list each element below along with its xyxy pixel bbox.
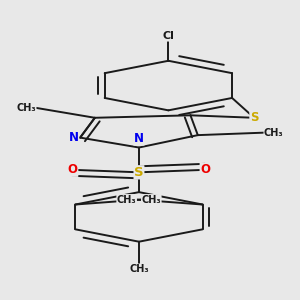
Text: CH₃: CH₃ (16, 103, 36, 113)
Text: S: S (134, 166, 144, 179)
Text: Cl: Cl (162, 31, 174, 41)
Text: CH₃: CH₃ (129, 264, 149, 274)
Text: S: S (250, 111, 258, 124)
Text: N: N (134, 132, 144, 145)
Text: CH₃: CH₃ (142, 195, 161, 205)
Text: O: O (200, 163, 210, 176)
Text: CH₃: CH₃ (264, 128, 284, 138)
Text: CH₃: CH₃ (117, 195, 136, 205)
Text: O: O (68, 163, 78, 176)
Text: N: N (69, 131, 79, 144)
